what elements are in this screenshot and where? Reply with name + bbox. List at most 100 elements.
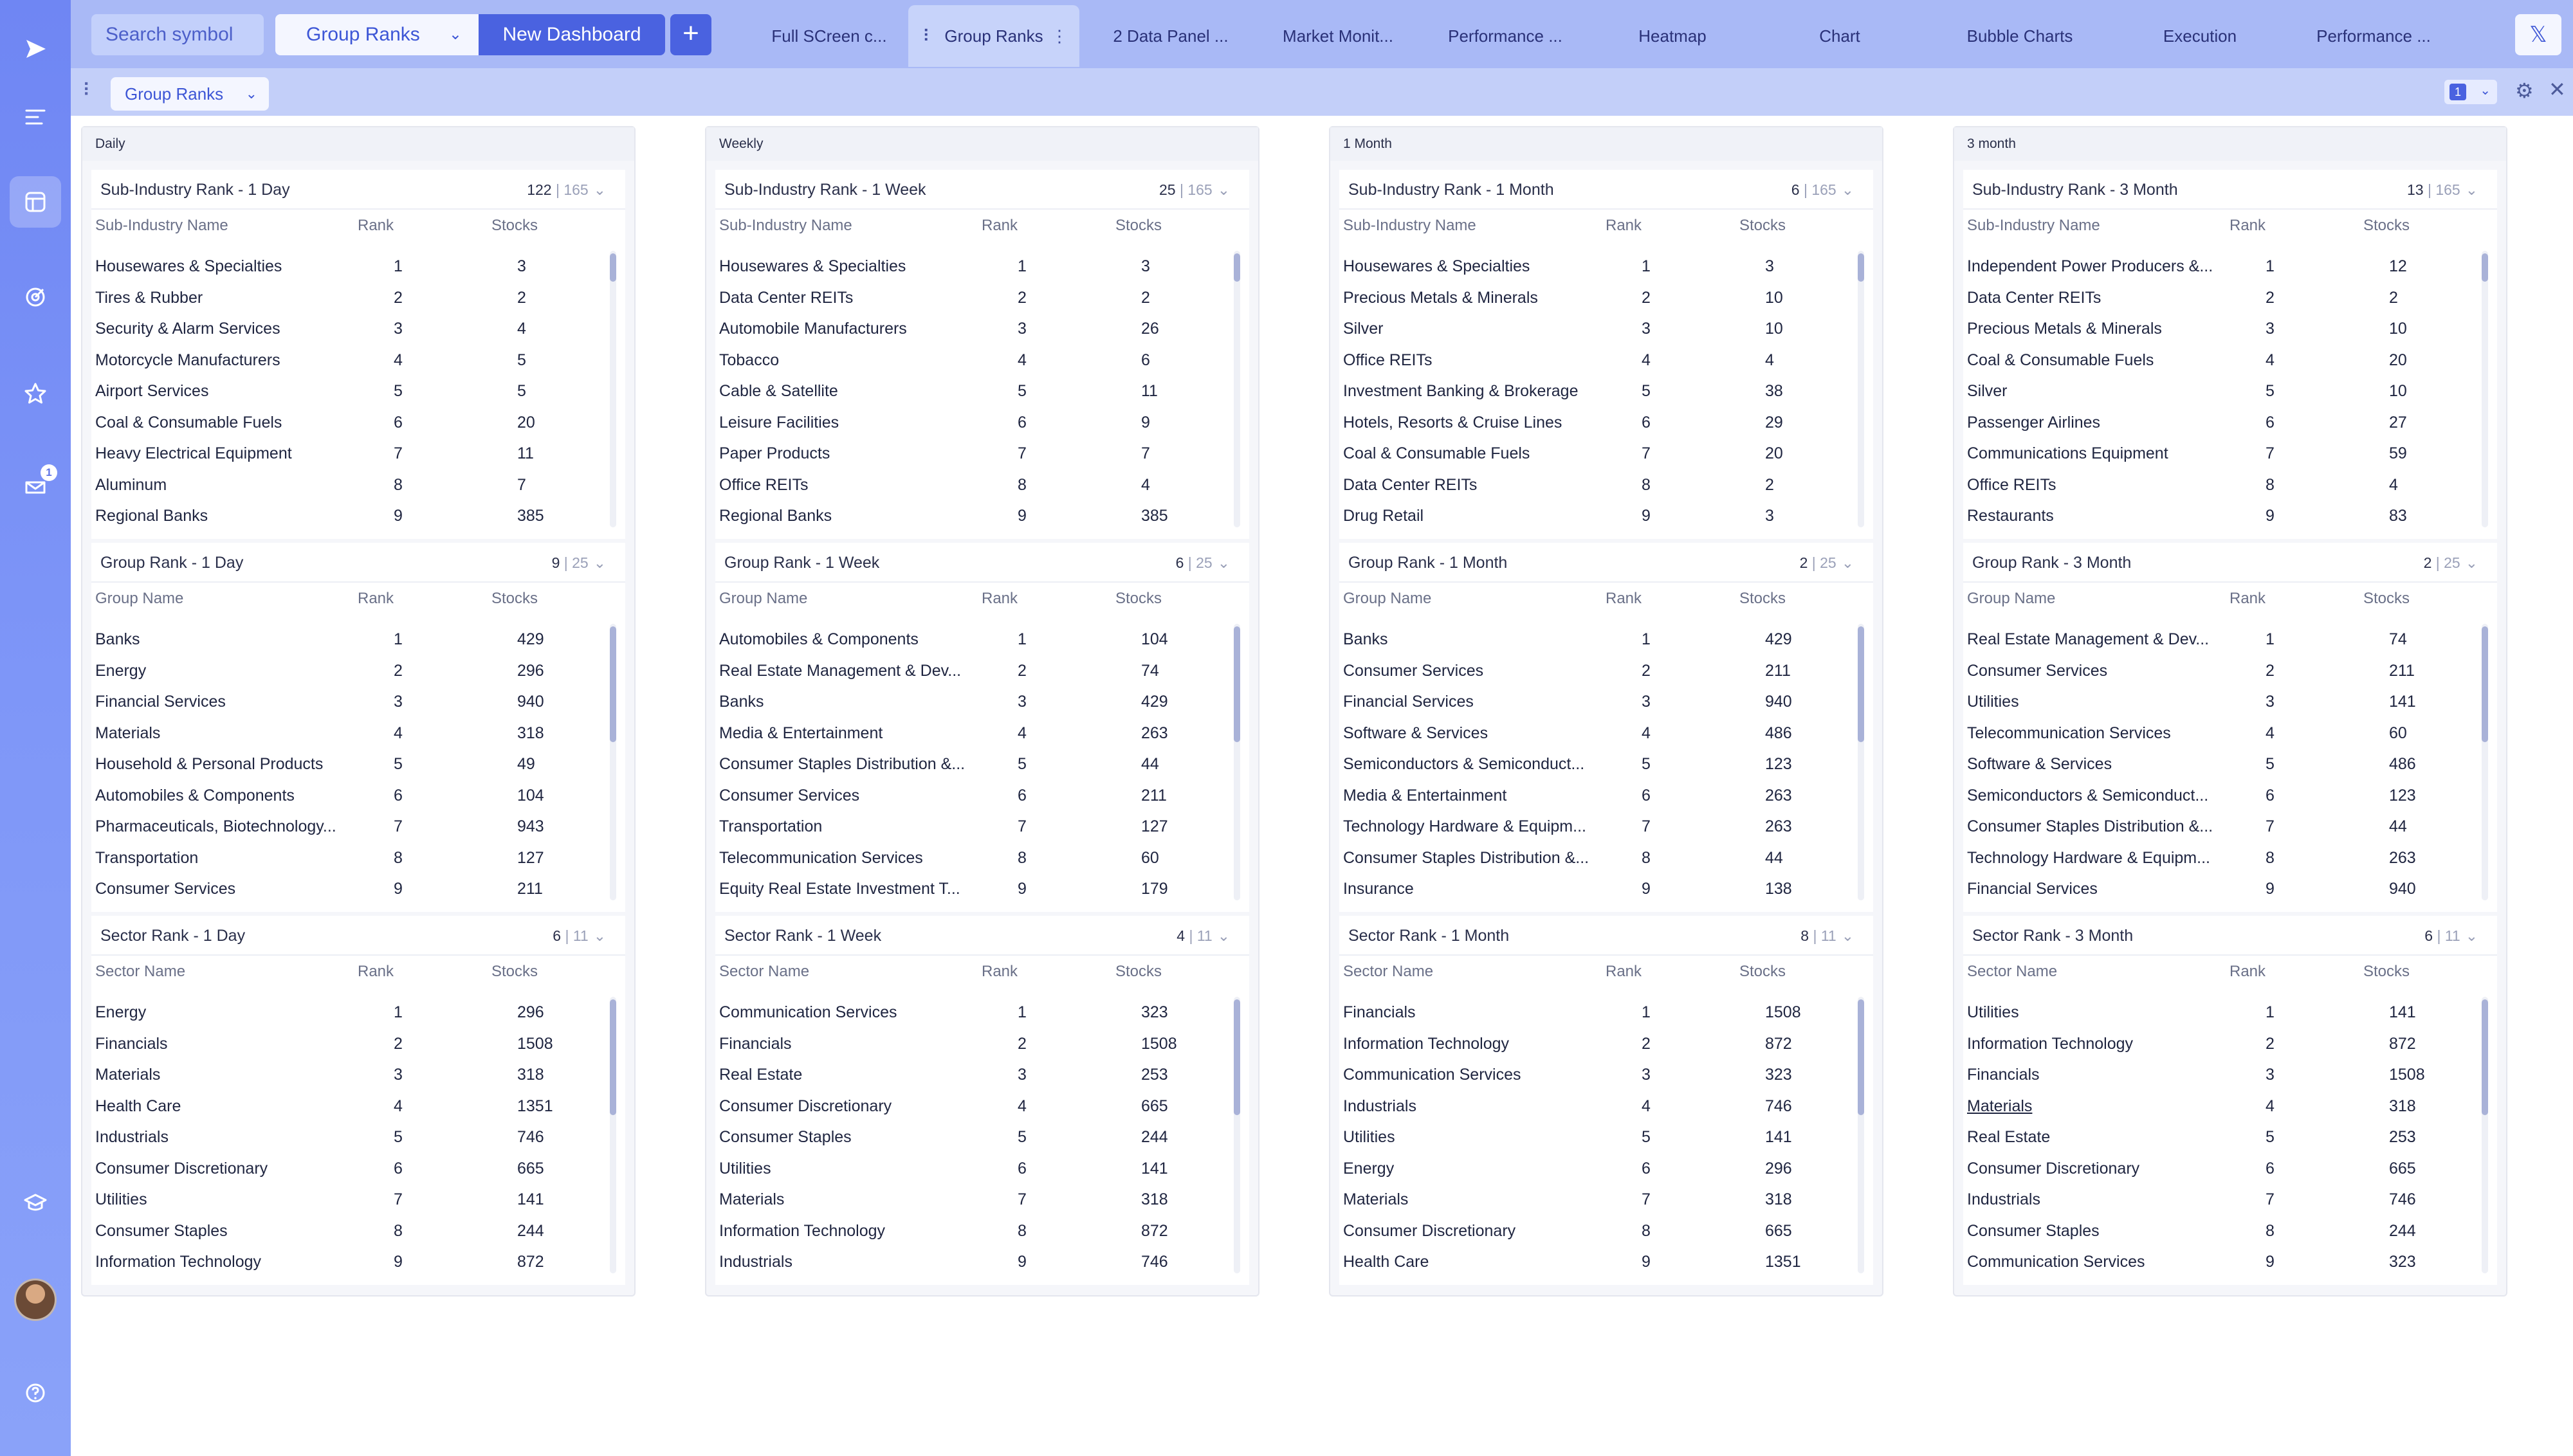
table-row[interactable]: Consumer Discretionary 8 665	[1339, 1215, 1873, 1247]
table-row[interactable]: Paper Products 7 7	[715, 438, 1249, 469]
table-row[interactable]: Capital Goods 10 461	[1339, 905, 1873, 913]
scrollbar[interactable]	[2482, 997, 2488, 1273]
table-row[interactable]: Information Technology 8 872	[715, 1215, 1249, 1247]
tab-2-data-panel[interactable]: 2 Data Panel ...	[1113, 26, 1229, 46]
tab-performance-1[interactable]: Performance ...	[1448, 26, 1562, 46]
table-row[interactable]: Housewares & Specialties 1 3	[91, 251, 625, 282]
table-row[interactable]: Information Technology 2 872	[1339, 1028, 1873, 1060]
scrollbar-thumb[interactable]	[1234, 626, 1240, 742]
table-row[interactable]: Coal & Consumable Fuels 7 20	[1339, 438, 1873, 469]
column-header[interactable]: Rank	[358, 217, 394, 234]
table-row[interactable]: Consumer Discretionary 4 665	[715, 1091, 1249, 1122]
table-row[interactable]: Consumer Staples Distribution &... 5 44	[715, 749, 1249, 780]
rows-selector[interactable]: 8 | 11 ⌄	[1800, 916, 1854, 956]
column-header[interactable]: Stocks	[491, 963, 538, 980]
table-row[interactable]: Energy 2 296	[91, 655, 625, 687]
table-row[interactable]: Real Estate 3 253	[715, 1059, 1249, 1091]
scrollbar-thumb[interactable]	[1858, 999, 1864, 1115]
table-row[interactable]: Financial Services 9 940	[1963, 873, 2497, 905]
scrollbar[interactable]	[1234, 251, 1240, 527]
tab-performance-2[interactable]: Performance ...	[2316, 26, 2431, 46]
tab-execution[interactable]: Execution	[2163, 26, 2237, 46]
column-header[interactable]: Rank	[1606, 963, 1642, 980]
column-header[interactable]: Sub-Industry Name	[1343, 217, 1476, 234]
table-row[interactable]: Real Estate 5 253	[1963, 1122, 2497, 1153]
tab-group-ranks[interactable]: ⠇ Group Ranks ⋮	[908, 5, 1079, 67]
table-row[interactable]: Financials 2 1508	[715, 1028, 1249, 1060]
gear-icon[interactable]: ⚙	[2515, 79, 2534, 102]
column-header[interactable]: Group Name	[719, 590, 808, 607]
table-row[interactable]: Automobiles & Components 1 104	[715, 624, 1249, 655]
column-header[interactable]: Group Name	[1967, 590, 2056, 607]
alerts-icon[interactable]: 1	[16, 464, 57, 507]
table-row[interactable]: Media & Entertainment 6 263	[1339, 780, 1873, 812]
kebab-menu-icon[interactable]: ⋮	[1051, 26, 1068, 46]
table-row[interactable]: Financials 2 1508	[91, 1028, 625, 1060]
column-header[interactable]: Sub-Industry Name	[719, 217, 852, 234]
table-row[interactable]: Financial Services 3 940	[91, 686, 625, 718]
table-row[interactable]: Capital Goods 10 461	[91, 905, 625, 913]
table-row[interactable]: Media & Entertainment 4 263	[715, 718, 1249, 749]
table-row[interactable]: Consumer Staples 8 244	[1963, 1215, 2497, 1247]
rows-selector[interactable]: 6 | 25 ⌄	[1176, 543, 1230, 583]
scrollbar-thumb[interactable]	[610, 253, 616, 282]
table-row[interactable]: Utilities 6 141	[715, 1153, 1249, 1185]
close-icon[interactable]: ✕	[2549, 78, 2566, 101]
table-row[interactable]: Automobiles & Components 6 104	[91, 780, 625, 812]
table-row[interactable]: Office REITs 8 4	[715, 469, 1249, 501]
table-row[interactable]: Materials 4 318	[1963, 1091, 2497, 1122]
drag-handle-icon[interactable]: ⠇	[82, 80, 96, 100]
table-row[interactable]: Independent Power Producers &... 1 12	[1963, 251, 2497, 282]
column-header[interactable]: Sector Name	[719, 963, 810, 980]
column-header[interactable]: Rank	[358, 963, 394, 980]
table-row[interactable]: Motorcycle Manufacturers 4 5	[91, 345, 625, 376]
table-row[interactable]: Energy 1 296	[91, 997, 625, 1028]
scrollbar[interactable]	[1858, 624, 1864, 900]
table-row[interactable]: Coal & Consumable Fuels 4 20	[1963, 345, 2497, 376]
table-row[interactable]: Materials 3 318	[91, 1059, 625, 1091]
table-row[interactable]: Communication Services 3 323	[1339, 1059, 1873, 1091]
table-row[interactable]: Heavy Electrical Equipment 7 11	[91, 438, 625, 469]
rows-selector[interactable]: 9 | 25 ⌄	[552, 543, 606, 583]
table-row[interactable]: Transportation 8 127	[91, 842, 625, 874]
table-row[interactable]: Health Care 10 1351	[715, 1278, 1249, 1286]
table-row[interactable]: Real Estate 10 253	[1339, 1278, 1873, 1286]
table-row[interactable]: Automobile Manufacturers 3 26	[715, 313, 1249, 345]
tab-market-monitor[interactable]: Market Monit...	[1283, 26, 1393, 46]
table-row[interactable]: Transportation 7 127	[715, 811, 1249, 842]
scrollbar[interactable]	[1858, 997, 1864, 1273]
table-row[interactable]: Information Technology 9 872	[91, 1246, 625, 1278]
column-header[interactable]: Sub-Industry Name	[1967, 217, 2100, 234]
column-header[interactable]: Rank	[358, 590, 394, 607]
table-row[interactable]: Real Estate Management & Dev... 2 74	[715, 655, 1249, 687]
table-row[interactable]: Household & Personal Products 10 49	[715, 905, 1249, 913]
table-row[interactable]: Consumer Services 2 211	[1963, 655, 2497, 687]
table-row[interactable]: Passenger Airlines 10 27	[1339, 532, 1873, 540]
table-row[interactable]: Office REITs 4 4	[1339, 345, 1873, 376]
table-row[interactable]: Data Center REITs 2 2	[1963, 282, 2497, 314]
scrollbar-thumb[interactable]	[610, 626, 616, 742]
table-row[interactable]: Tobacco 4 6	[715, 345, 1249, 376]
column-header[interactable]: Rank	[2230, 217, 2266, 234]
table-row[interactable]: Information Technology 2 872	[1963, 1028, 2497, 1060]
new-dashboard-button[interactable]: New Dashboard	[479, 14, 665, 55]
table-row[interactable]: Health Care 10 1351	[1963, 1278, 2497, 1286]
table-row[interactable]: Precious Metals & Minerals 3 10	[1963, 313, 2497, 345]
scrollbar[interactable]	[610, 251, 616, 527]
column-header[interactable]: Stocks	[1115, 963, 1162, 980]
table-row[interactable]: Hotels, Resorts & Cruise Lines 6 29	[1339, 407, 1873, 439]
table-row[interactable]: Communications Equipment 7 59	[1963, 438, 2497, 469]
table-row[interactable]: Banks 3 429	[715, 686, 1249, 718]
table-row[interactable]: Consumer Staples Distribution &... 7 44	[1963, 811, 2497, 842]
logo-icon[interactable]	[16, 30, 55, 68]
rows-selector[interactable]: 122 | 165 ⌄	[527, 170, 606, 210]
table-row[interactable]: Utilities 1 141	[1963, 997, 2497, 1028]
table-row[interactable]: Regional Banks 9 385	[715, 500, 1249, 532]
table-row[interactable]: Semiconductors & Semiconduct... 5 123	[1339, 749, 1873, 780]
table-row[interactable]: Banks 1 429	[91, 624, 625, 655]
rows-selector[interactable]: 6 | 165 ⌄	[1791, 170, 1854, 210]
table-row[interactable]: Utilities 3 141	[1963, 686, 2497, 718]
column-header[interactable]: Group Name	[95, 590, 184, 607]
table-row[interactable]: Housewares & Specialties 1 3	[715, 251, 1249, 282]
scrollbar-thumb[interactable]	[1234, 999, 1240, 1115]
